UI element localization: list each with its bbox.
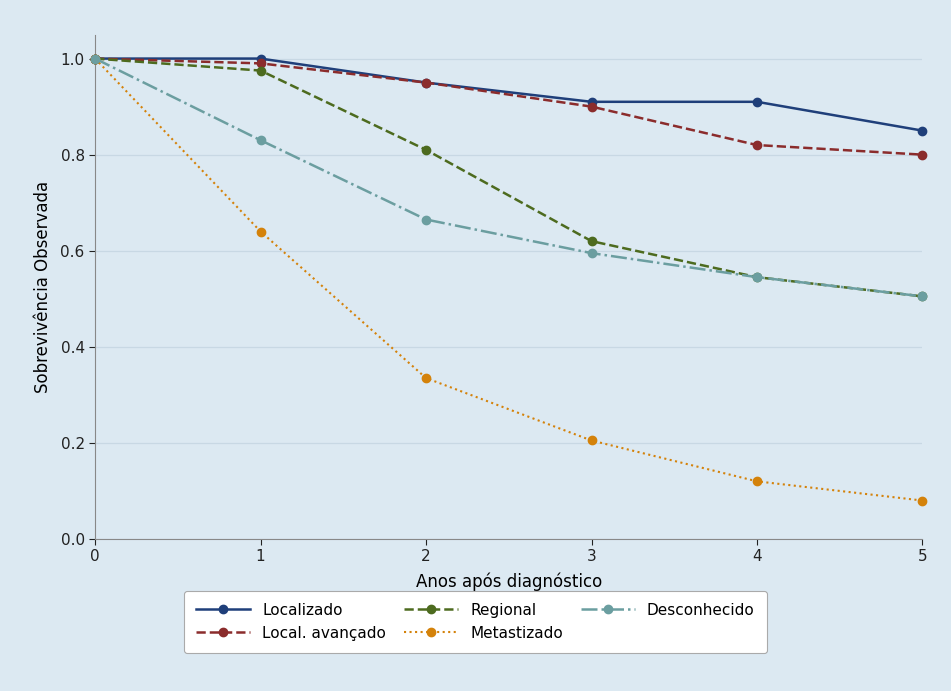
- Legend: Localizado, Local. avançado, Regional, Metastizado, Desconhecido: Localizado, Local. avançado, Regional, M…: [184, 591, 767, 653]
- Y-axis label: Sobrevivência Observada: Sobrevivência Observada: [34, 181, 52, 392]
- X-axis label: Anos após diagnóstico: Anos após diagnóstico: [416, 573, 602, 591]
